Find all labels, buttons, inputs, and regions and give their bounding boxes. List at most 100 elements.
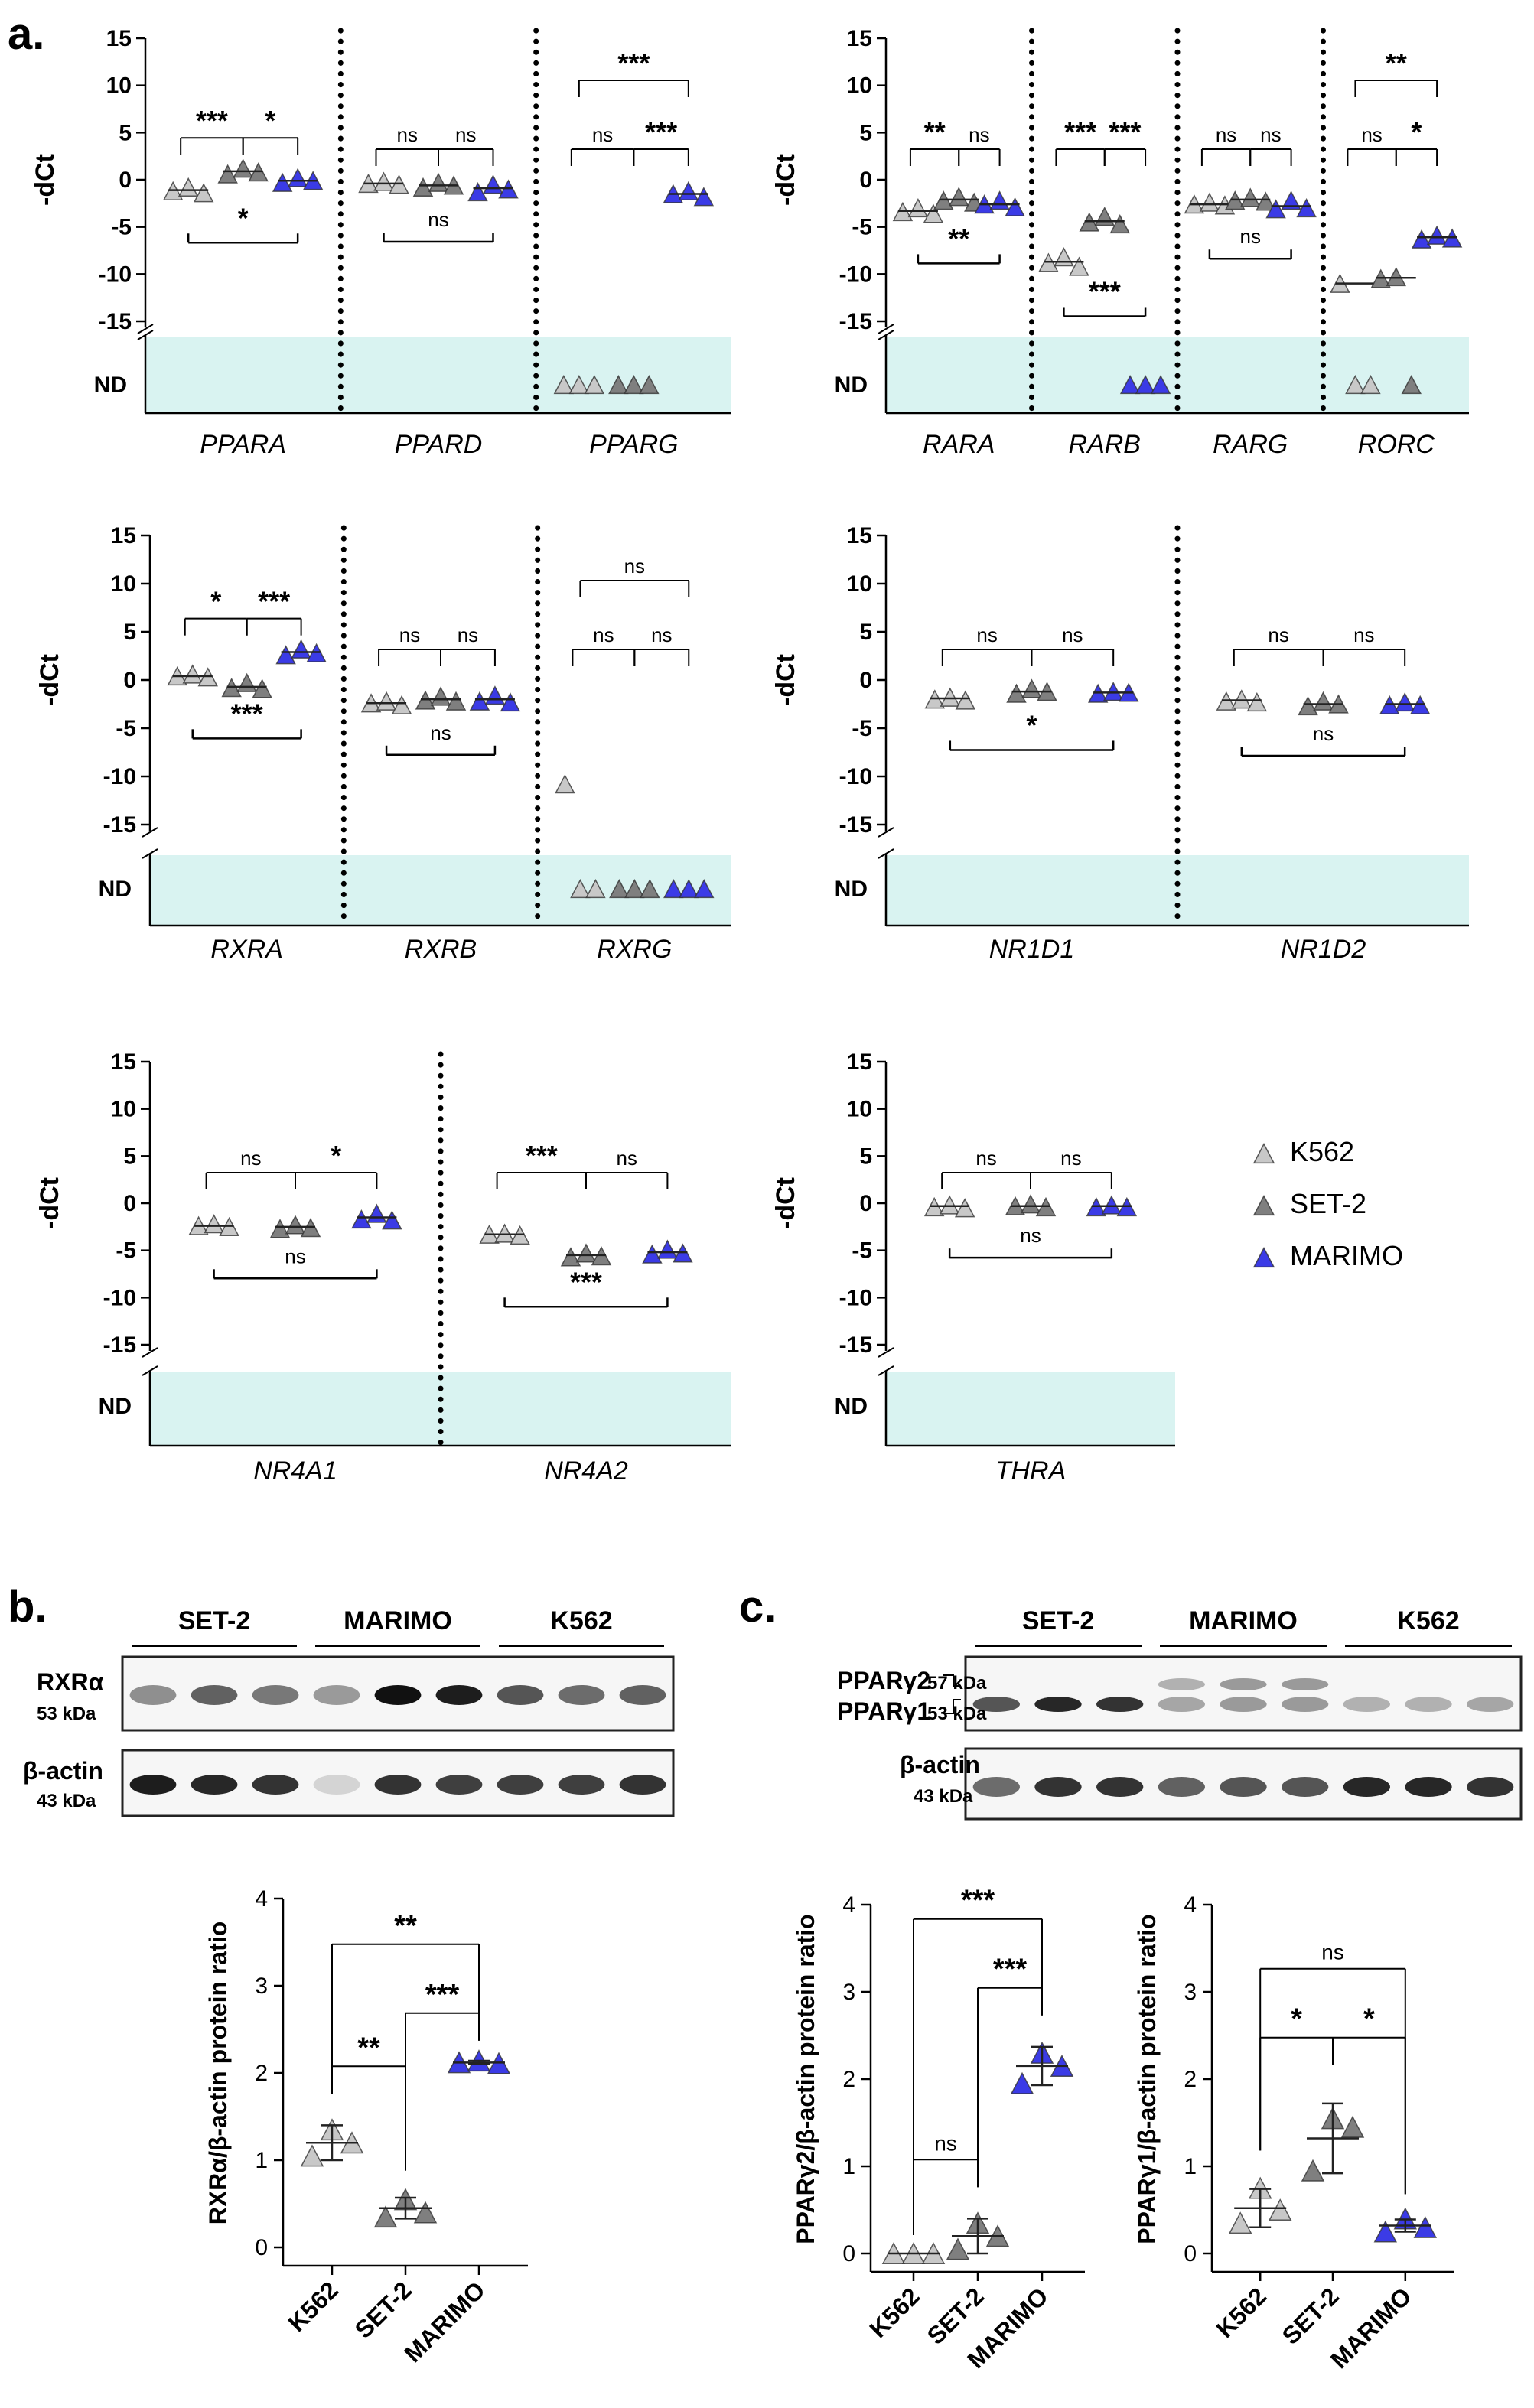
sig-label: ns xyxy=(1361,123,1382,146)
gene-group-nr4a1: NR4A1 ns * ns xyxy=(188,1140,402,1485)
sig-bracket-rxrg-k562-set-2: ns xyxy=(572,623,636,666)
gene-group-rara: RARA ** ns ** xyxy=(892,116,1025,459)
sig-label: * xyxy=(1363,2003,1375,2035)
y-tick-label: -15 xyxy=(103,812,136,838)
data-point-rarg-set-2 xyxy=(1256,191,1276,211)
data-point-ppard-marimo xyxy=(483,174,503,194)
data-point-rxra-k562 xyxy=(182,664,203,684)
y-tick-label: 0 xyxy=(859,168,872,193)
sig-bracket-rxrb-k562-marimo: ns xyxy=(385,721,497,757)
y-tick-label: 0 xyxy=(123,668,136,693)
sig-label: ** xyxy=(1386,47,1407,79)
nd-label: ND xyxy=(94,373,127,398)
gene-label-rarg: RARG xyxy=(1213,430,1288,459)
sig-label: ns xyxy=(624,555,645,578)
axis-break-mark xyxy=(878,324,894,334)
band-bracket xyxy=(943,1674,961,1714)
band xyxy=(619,1775,666,1795)
gene-group-rxrb: RXRB ns ns ns xyxy=(340,525,521,964)
blot-beta-actin-c xyxy=(964,1747,1523,1821)
y-tick-label: 4 xyxy=(1184,1892,1197,1918)
data-point-nr1d2-set-2 xyxy=(1298,696,1318,716)
data-point-pparg-set-2 xyxy=(608,374,629,395)
band xyxy=(1096,1697,1144,1712)
data-point-rarg-marimo xyxy=(1265,199,1286,219)
data-point-rxrb-set-2 xyxy=(430,686,451,706)
blot-b-protein-actin: β-actin xyxy=(23,1757,103,1785)
sig-bracket-ppara-k562-marimo: * xyxy=(187,202,299,244)
y-axis-title: -dCt xyxy=(771,654,800,706)
sig-bracket-nr4a2-k562-set-2: *** xyxy=(496,1140,587,1189)
band xyxy=(558,1685,605,1705)
data-point-nr4a1-set-2 xyxy=(285,1215,306,1235)
lane-group-label-set-2: SET-2 xyxy=(1022,1606,1094,1635)
y-tick-label: 4 xyxy=(255,1886,268,1912)
data-point-nr4a1-k562 xyxy=(204,1214,224,1234)
y-tick-label: 0 xyxy=(842,2241,855,2266)
protein-ratio-plot-1: 0 1 2 3 4 RXRα/β-actin protein ratio K562 SET-2… xyxy=(204,1886,528,2367)
gene-group-thra: THRA ns ns ns xyxy=(923,1147,1138,1485)
y-tick-label: 2 xyxy=(1184,2067,1197,2092)
nd-label: ND xyxy=(99,877,132,902)
sig-bracket-nr1d1-set-2-marimo: ns xyxy=(1031,623,1115,666)
band xyxy=(1220,1697,1267,1712)
axis-break-mark xyxy=(878,827,894,838)
lane-group-label-k562: K562 xyxy=(550,1606,612,1635)
sig-label: ns xyxy=(1020,1224,1041,1247)
panel-b-label: b. xyxy=(8,1582,47,1632)
data-point-rxrg-set-2 xyxy=(609,878,630,899)
y-tick-label: 5 xyxy=(123,620,136,645)
data-point-rxrb-marimo xyxy=(469,691,490,711)
sig-bracket-rorc-set-2-marimo: * xyxy=(1395,116,1438,166)
sig-bracket-rarg-k562-marimo: ns xyxy=(1208,225,1292,260)
dct-plot-3: 15 10 5 0 -5 -10 -15 ND -dCt NR1D1 ns ns * NR1D2 ns ns n… xyxy=(771,523,1469,964)
data-point-rxrg-set-2 xyxy=(624,878,645,899)
sig-label: * xyxy=(331,1140,341,1171)
data-point-rarb-marimo xyxy=(1135,374,1156,395)
data-point-nr4a1-marimo xyxy=(382,1210,402,1230)
blot-c-protein-pparg1: PPARγ1 xyxy=(837,1697,930,1725)
gene-group-nr4a2: NR4A2 *** ns *** xyxy=(438,1051,693,1485)
x-tick-label-k562: K562 xyxy=(864,2282,925,2343)
y-tick-label: -5 xyxy=(852,1238,872,1264)
y-tick-label: 0 xyxy=(255,2235,268,2260)
y-tick-label: 2 xyxy=(842,2067,855,2092)
nd-label: ND xyxy=(835,877,868,902)
sig-label: ns xyxy=(285,1245,305,1267)
lane-group-label-k562: K562 xyxy=(1397,1606,1459,1635)
gene-group-pparg: PPARG *** *** ns xyxy=(533,28,715,459)
band xyxy=(1282,1777,1329,1797)
data-point-ppara-k562 xyxy=(178,177,199,197)
sig-bracket-rxra-set-2-marimo: *** xyxy=(246,586,302,636)
data-point-pparg-set-2 xyxy=(639,374,660,395)
data-point-marimo xyxy=(1010,2071,1034,2094)
gene-label-rxra: RXRA xyxy=(210,935,282,964)
legend-label-set-2: SET-2 xyxy=(1290,1188,1366,1219)
data-point-rxra-set-2 xyxy=(236,672,257,692)
sig-bracket-nr4a2-set-2-marimo: ns xyxy=(585,1147,669,1189)
sig-bracket-ppard-k562-marimo: ns xyxy=(383,208,494,243)
y-tick-label: 15 xyxy=(106,26,132,51)
blot-b-protein-rxra: RXRα xyxy=(37,1668,104,1696)
sig-bracket-rarg-set-2-marimo: ns xyxy=(1249,123,1292,166)
gene-label-nr1d1: NR1D1 xyxy=(989,935,1074,964)
sig-label: *** xyxy=(645,116,677,148)
band xyxy=(129,1775,177,1795)
data-point-rarg-k562 xyxy=(1199,192,1220,212)
legend-label-marimo: MARIMO xyxy=(1290,1240,1403,1271)
sig-label: ns xyxy=(651,623,672,646)
x-tick-label-set-2: SET-2 xyxy=(1277,2282,1344,2349)
y-tick-label: -5 xyxy=(852,215,872,240)
sig-label: ns xyxy=(976,623,997,646)
sig-bracket-rxrb-set-2-marimo: ns xyxy=(440,623,496,666)
sig-label: *** xyxy=(196,105,228,136)
data-point-rxrg-marimo xyxy=(679,878,699,899)
band xyxy=(1343,1777,1390,1797)
data-point-nr1d2-k562 xyxy=(1231,689,1252,709)
y-axis-title: PPARγ2/β-actin protein ratio xyxy=(792,1914,819,2244)
nd-label: ND xyxy=(835,373,868,398)
sig-bracket-set-2-marimo: *** xyxy=(977,1954,1043,2188)
band xyxy=(558,1775,605,1795)
